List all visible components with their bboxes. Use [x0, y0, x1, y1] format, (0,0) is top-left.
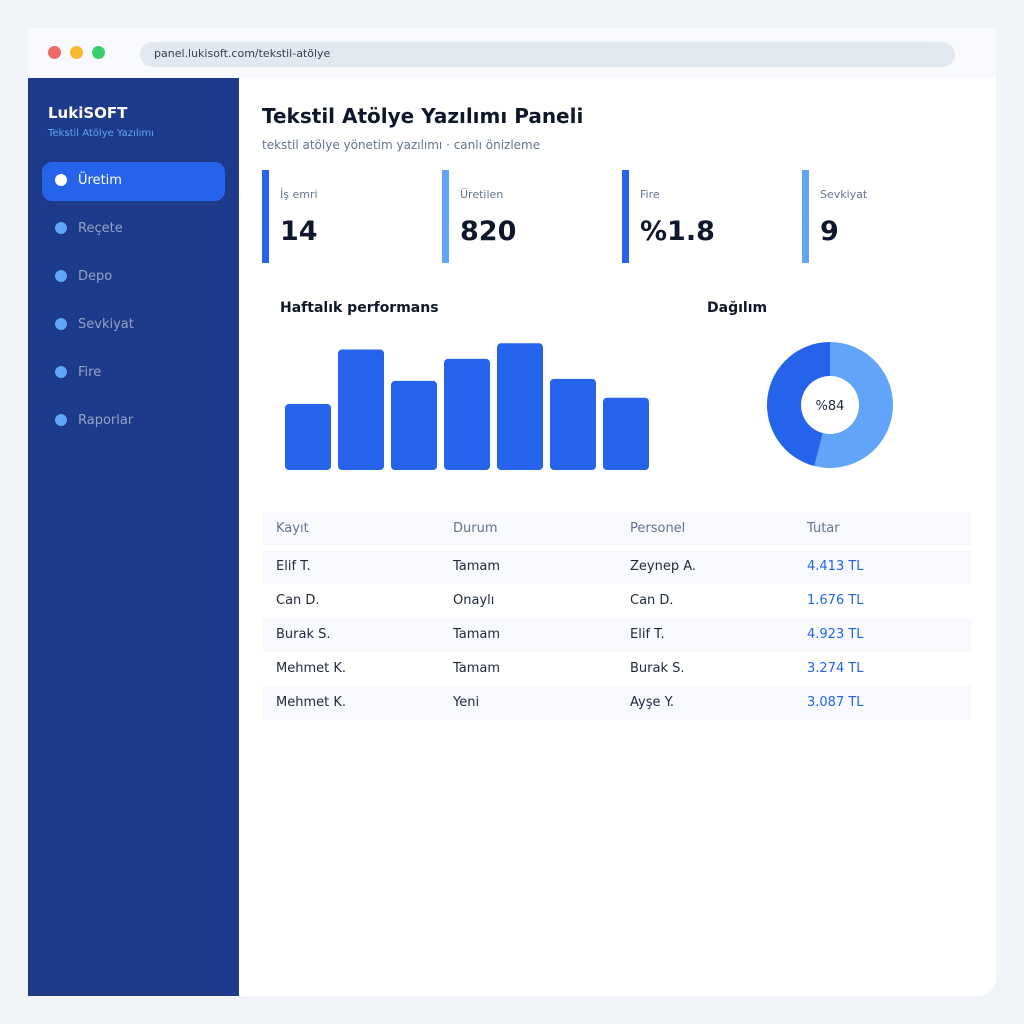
table-row[interactable]: Burak S. Tamam Elif T. 4.923 TL [263, 618, 972, 652]
nav-dot-icon [55, 270, 67, 282]
performance-bar-chart [285, 343, 649, 470]
kpi-value: 9 [820, 216, 839, 247]
table-cell-personel: Zeynep A. [630, 559, 697, 574]
bar-3 [391, 380, 437, 470]
bar-4 [444, 358, 490, 470]
table-header-row: Kayıt Durum Personel Tutar [263, 512, 972, 546]
page-title: Tekstil Atölye Yazılımı Paneli [262, 104, 584, 128]
kpi-label: Üretilen [460, 188, 504, 201]
sidebar: LukiSOFT Tekstil Atölye Yazılımı Üretim … [28, 78, 239, 996]
nav-dot-icon [55, 414, 67, 426]
table-cell-kayit: Mehmet K. [276, 661, 347, 676]
table-cell-tutar: 1.676 TL [807, 593, 864, 608]
minimize-window-button[interactable] [70, 46, 83, 59]
table-cell-kayit: Can D. [276, 593, 320, 608]
nav-dot-icon [55, 174, 67, 186]
donut-hole [801, 376, 859, 434]
table-row[interactable]: Can D. Onaylı Can D. 1.676 TL [263, 584, 972, 618]
table-cell-durum: Onaylı [453, 593, 495, 608]
table-cell-kayit: Elif T. [276, 559, 311, 574]
kpi-value: %1.8 [640, 216, 715, 247]
table-header-cell: Kayıt [276, 521, 309, 536]
sidebar-item-label: Üretim [78, 173, 122, 188]
bar-1 [285, 403, 331, 470]
table-header-cell: Personel [630, 521, 686, 536]
kpi-card-uretilen: Üretilen 820 [442, 170, 602, 263]
brand-name: LukiSOFT [48, 104, 128, 122]
table-cell-durum: Tamam [453, 627, 501, 642]
kpi-label: Sevkiyat [820, 188, 868, 201]
table-cell-personel: Ayşe Y. [630, 695, 675, 710]
brand-subtitle: Tekstil Atölye Yazılımı [48, 128, 154, 139]
nav-dot-icon [55, 366, 67, 378]
kpi-card-sevkiyat: Sevkiyat 9 [802, 170, 962, 263]
table-row[interactable]: Mehmet K. Yeni Ayşe Y. 3.087 TL [263, 686, 972, 720]
kpi-label: İş emri [280, 188, 318, 201]
bar-6 [550, 378, 596, 470]
table-cell-tutar: 3.274 TL [807, 661, 864, 676]
close-window-button[interactable] [48, 46, 61, 59]
main-content: Tekstil Atölye Yazılımı Paneli tekstil a… [239, 78, 996, 996]
table-cell-kayit: Burak S. [276, 627, 331, 642]
table-cell-durum: Yeni [453, 695, 480, 710]
address-bar-url[interactable]: panel.lukisoft.com/tekstil-atölye [154, 47, 331, 60]
sidebar-item-raporlar[interactable]: Raporlar [42, 402, 225, 441]
kpi-accent-bar [802, 170, 809, 263]
distribution-donut-chart: %84 [767, 342, 893, 468]
maximize-window-button[interactable] [92, 46, 105, 59]
kpi-accent-bar [262, 170, 269, 263]
sidebar-item-label: Depo [78, 269, 113, 284]
kpi-accent-bar [622, 170, 629, 263]
sidebar-item-depo[interactable]: Depo [42, 258, 225, 297]
table-cell-tutar: 3.087 TL [807, 695, 864, 710]
kpi-card-fire: Fire %1.8 [622, 170, 782, 263]
table-cell-tutar: 4.923 TL [807, 627, 864, 642]
bar-5 [497, 343, 543, 470]
nav-dot-icon [55, 222, 67, 234]
kpi-value: 14 [280, 216, 318, 247]
donut-center-label: %84 [816, 399, 845, 414]
sidebar-item-label: Sevkiyat [78, 317, 134, 332]
sidebar-item-uretim[interactable]: Üretim [42, 162, 225, 201]
nav-dot-icon [55, 318, 67, 330]
kpi-accent-bar [442, 170, 449, 263]
table-cell-personel: Elif T. [630, 627, 665, 642]
sidebar-item-label: Reçete [78, 221, 123, 236]
table-header-cell: Tutar [807, 521, 840, 536]
sidebar-item-recete[interactable]: Reçete [42, 210, 225, 249]
performance-title: Haftalık performans [280, 300, 439, 316]
donut-slice-2 [767, 342, 830, 467]
bar-7 [603, 397, 649, 470]
browser-window: panel.lukisoft.com/tekstil-atölye LukiSO… [28, 28, 996, 996]
kpi-card-is-emri: İş emri 14 [262, 170, 422, 263]
table-cell-personel: Can D. [630, 593, 674, 608]
kpi-label: Fire [640, 188, 660, 201]
table-cell-personel: Burak S. [630, 661, 685, 676]
table-cell-durum: Tamam [453, 661, 501, 676]
table-cell-tutar: 4.413 TL [807, 559, 864, 574]
address-bar[interactable]: panel.lukisoft.com/tekstil-atölye [140, 42, 955, 67]
table-cell-kayit: Mehmet K. [276, 695, 347, 710]
page-subtitle: tekstil atölye yönetim yazılımı · canlı … [262, 138, 541, 152]
sidebar-item-fire[interactable]: Fire [42, 354, 225, 393]
bar-2 [338, 349, 384, 470]
kpi-value: 820 [460, 216, 517, 247]
distribution-title: Dağılım [707, 300, 768, 316]
browser-titlebar: panel.lukisoft.com/tekstil-atölye [28, 28, 996, 78]
table-header-cell: Durum [453, 521, 498, 536]
sidebar-item-label: Raporlar [78, 413, 134, 428]
table-row[interactable]: Elif T. Tamam Zeynep A. 4.413 TL [263, 550, 972, 584]
sidebar-item-label: Fire [78, 365, 102, 380]
table-row[interactable]: Mehmet K. Tamam Burak S. 3.274 TL [263, 652, 972, 686]
table-cell-durum: Tamam [453, 559, 501, 574]
sidebar-item-sevkiyat[interactable]: Sevkiyat [42, 306, 225, 345]
